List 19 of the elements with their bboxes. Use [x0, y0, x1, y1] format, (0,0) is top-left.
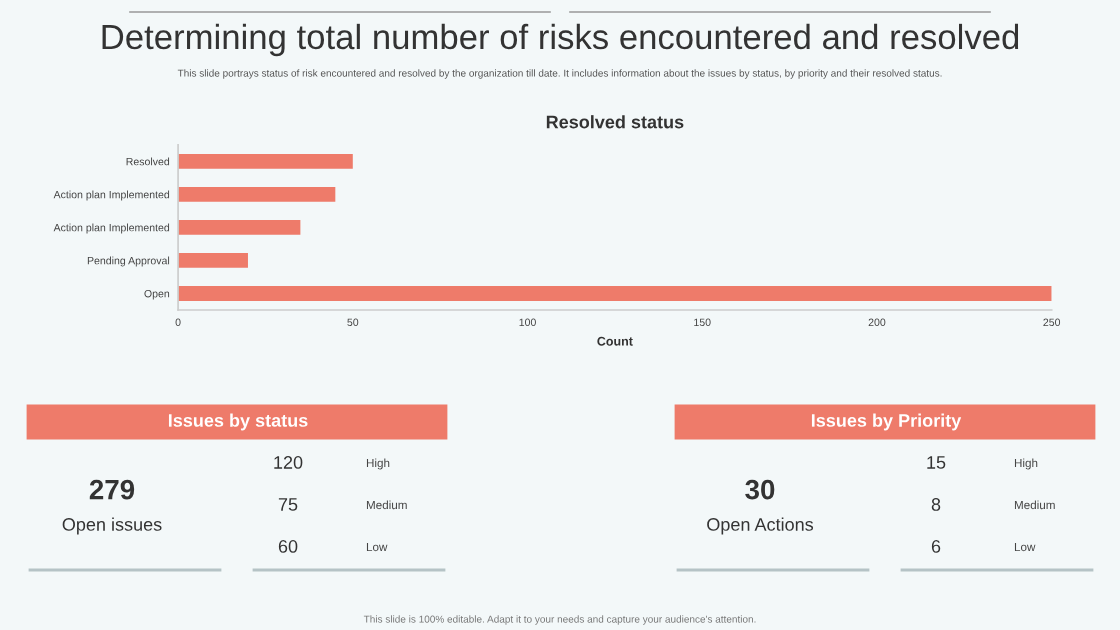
bar [178, 220, 301, 235]
data-label: 75 [278, 498, 298, 511]
text: Issues by status [168, 413, 308, 431]
chart-title: Resolved status [546, 115, 684, 129]
data-label: 120 [274, 456, 303, 469]
text: Issues by Priority [811, 413, 962, 431]
data-label: 6 [931, 540, 941, 553]
bar [178, 253, 248, 268]
text: 279 [89, 479, 135, 500]
text: Open Actions [707, 517, 814, 535]
data-label: 15 [927, 456, 946, 469]
data-label: 8 [931, 498, 941, 511]
data-label: 60 [278, 540, 298, 553]
text: Determining total number of risks encountered and resolved [102, 23, 1019, 57]
bar [178, 186, 336, 202]
bar [178, 286, 1052, 301]
text: Open issues [62, 517, 162, 535]
bar [178, 153, 353, 169]
text: 30 [745, 479, 775, 500]
